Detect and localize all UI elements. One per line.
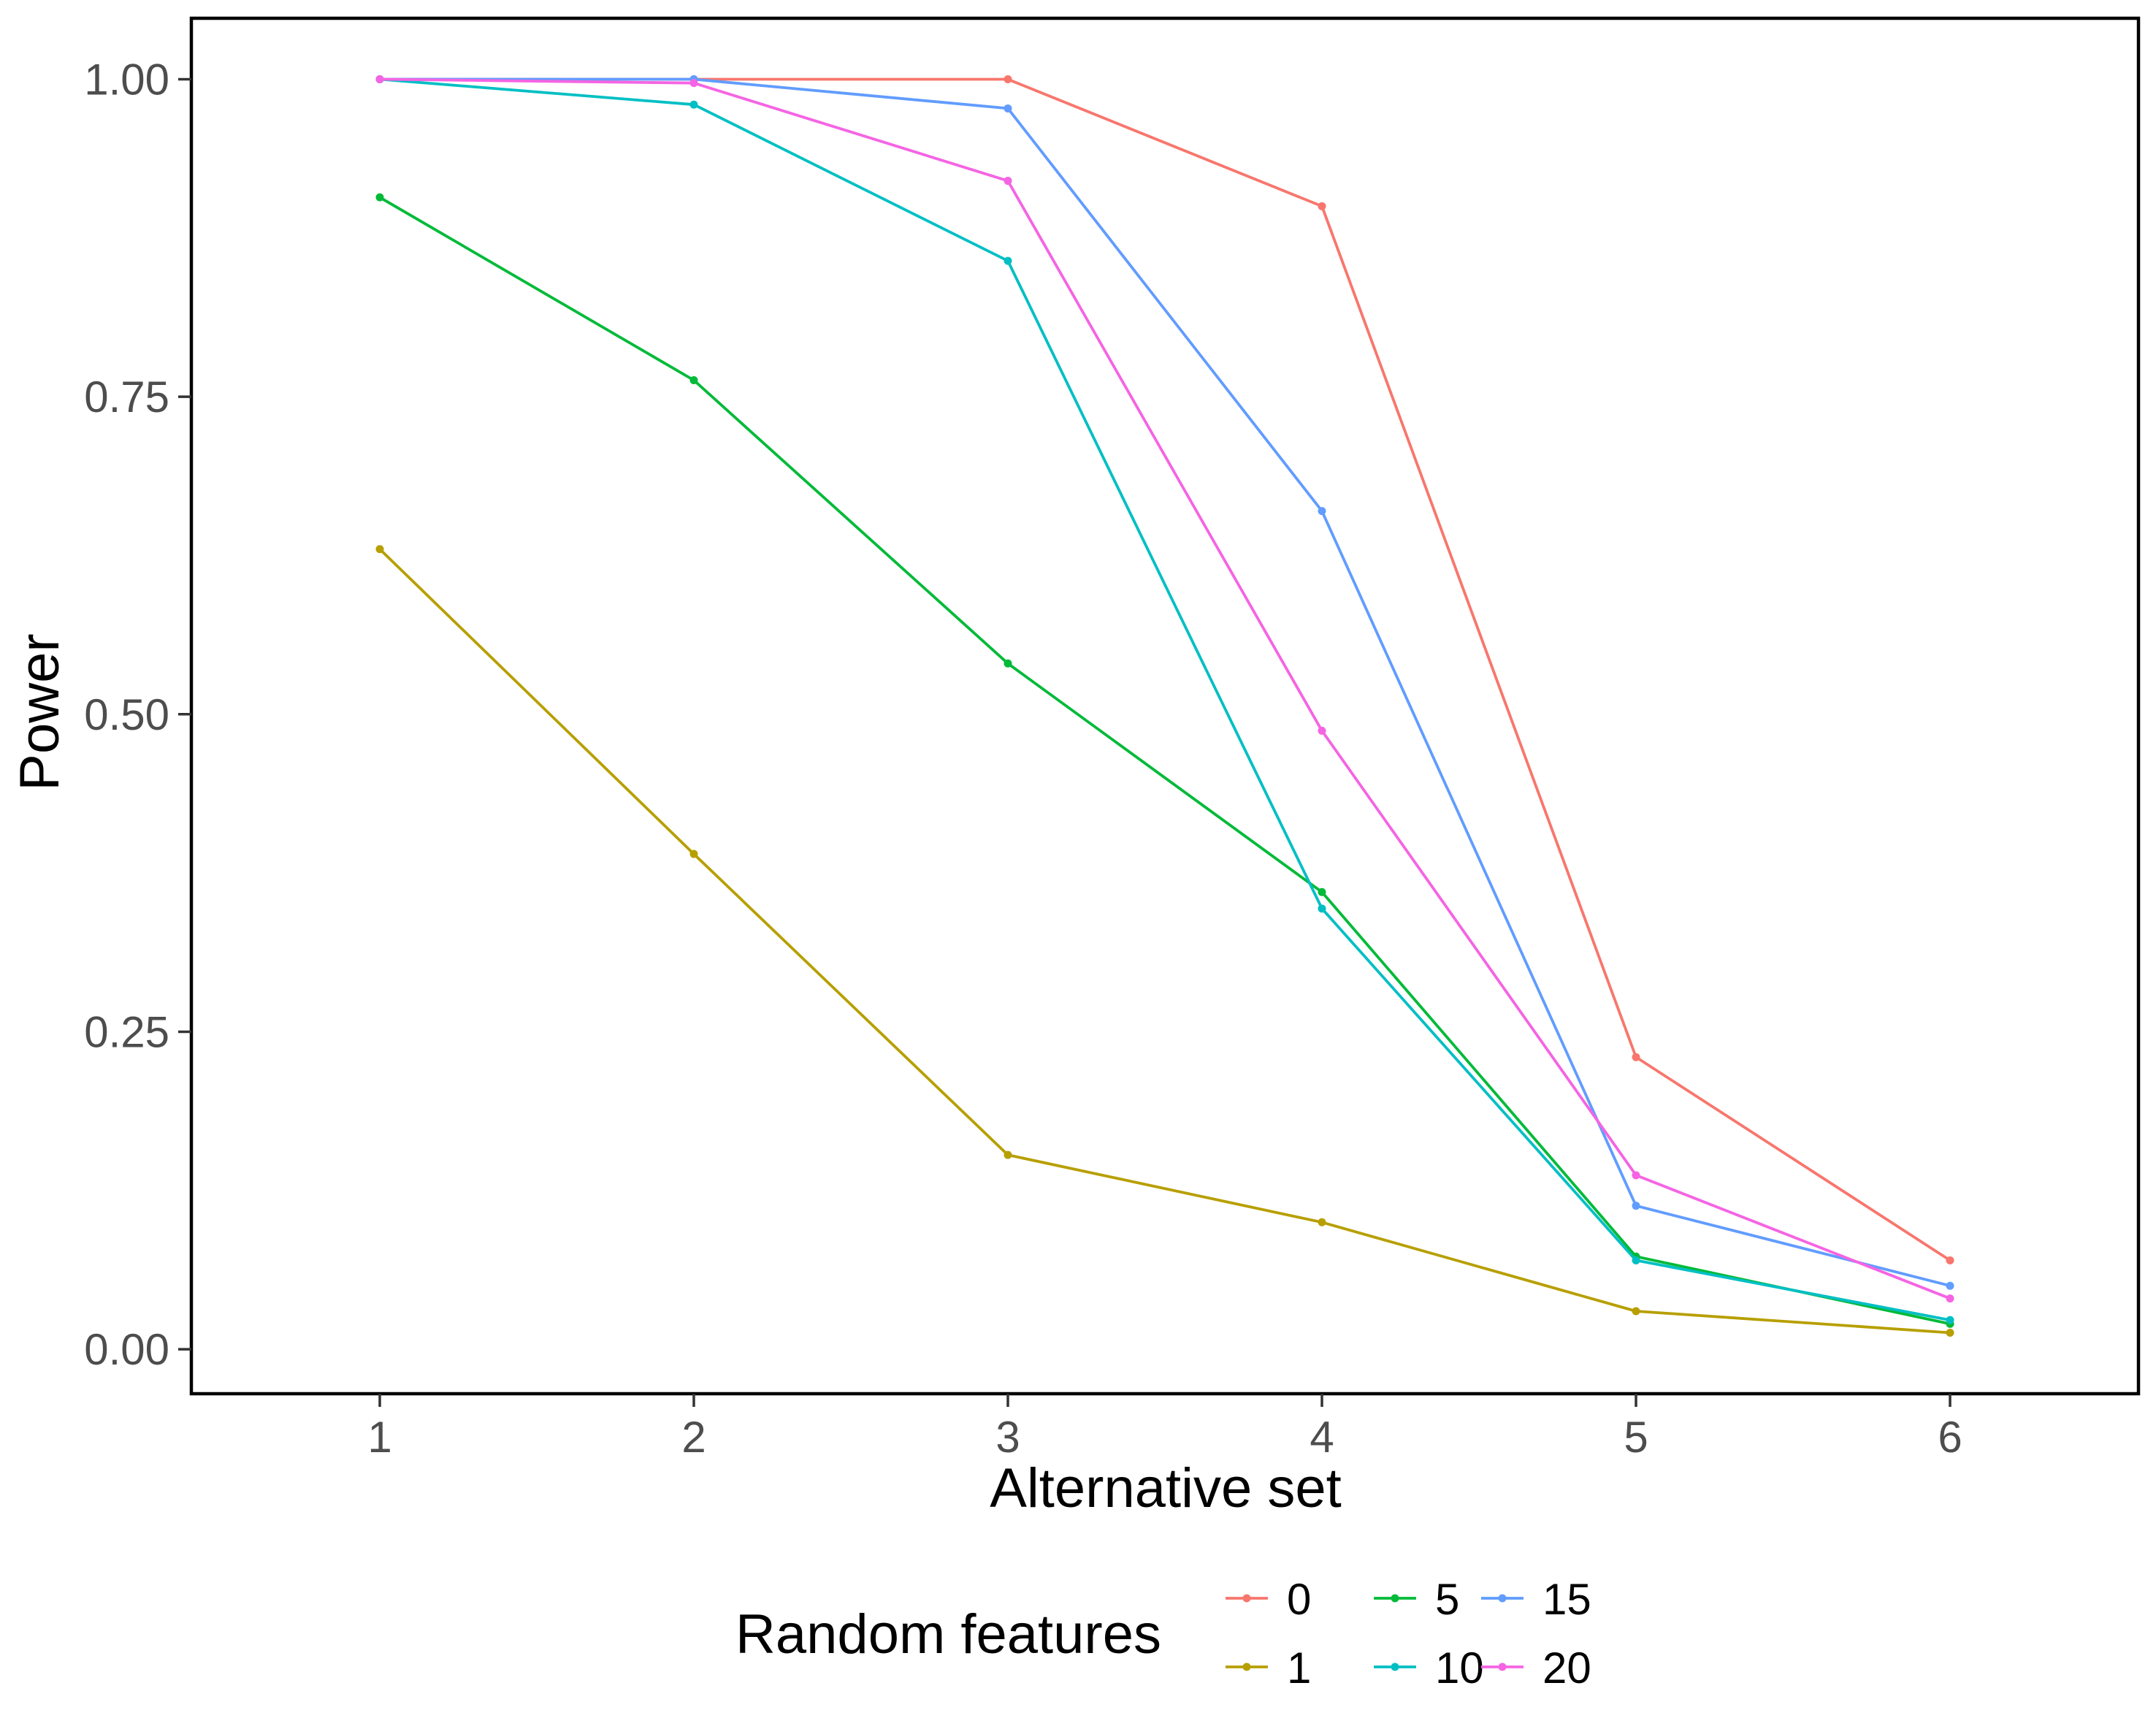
legend-key-point-0 (1242, 1594, 1251, 1603)
axis-layer: 1 2 3 4 5 6 0.00 0.25 0.50 0.75 1.00 (84, 55, 1962, 1462)
legend-label-0: 0 (1287, 1575, 1311, 1624)
legend-item-1: 1 (1226, 1644, 1311, 1692)
data-point-0-5 (1632, 1053, 1640, 1061)
data-point-15-5 (1632, 1202, 1640, 1210)
y-tick-label-0.75: 0.75 (84, 373, 169, 421)
y-tick-label-0.50: 0.50 (84, 690, 169, 739)
data-point-15-4 (1318, 507, 1326, 516)
series-line-1 (378, 548, 1951, 1335)
data-point-10-2 (689, 100, 698, 109)
data-point-20-5 (1632, 1171, 1640, 1180)
data-point-0-4 (1318, 202, 1326, 210)
data-point-0-6 (1946, 1256, 1954, 1264)
legend-label-10: 10 (1435, 1644, 1484, 1692)
x-tick-label-6: 6 (1938, 1413, 1962, 1462)
data-point-10-5 (1632, 1256, 1640, 1264)
x-tick-label-2: 2 (681, 1413, 706, 1462)
series-line-20 (379, 77, 1951, 1300)
x-axis-title: Alternative set (990, 1457, 1342, 1519)
legend-key-point-5 (1391, 1594, 1399, 1603)
data-point-0-3 (1004, 75, 1012, 83)
data-point-20-4 (1318, 726, 1326, 735)
data-point-1-5 (1632, 1307, 1640, 1316)
legend-key-point-1 (1242, 1663, 1251, 1671)
data-point-1-4 (1318, 1218, 1326, 1226)
data-point-5-3 (1004, 659, 1012, 668)
legend-item-0: 0 (1226, 1575, 1311, 1624)
data-point-5-2 (689, 376, 698, 385)
data-point-10-3 (1004, 256, 1012, 265)
legend-key-point-10 (1391, 1663, 1399, 1671)
legend-label-20: 20 (1543, 1644, 1591, 1692)
data-point-1-1 (375, 545, 384, 554)
x-tick-label-4: 4 (1310, 1413, 1334, 1462)
data-point-5-1 (375, 193, 384, 202)
series-layer (375, 75, 1954, 1337)
plot-border (189, 16, 2141, 1396)
data-point-20-1 (375, 75, 384, 83)
legend-key-point-20 (1498, 1663, 1507, 1671)
x-tick-label-5: 5 (1624, 1413, 1648, 1462)
data-point-15-6 (1946, 1281, 1954, 1290)
series-line-5 (379, 196, 1951, 1326)
legend-item-20: 20 (1481, 1644, 1591, 1692)
data-point-10-6 (1946, 1316, 1954, 1324)
legend-label-15: 15 (1543, 1575, 1591, 1624)
legend-label-1: 1 (1287, 1644, 1311, 1692)
data-point-1-2 (689, 850, 698, 858)
x-tick-label-3: 3 (995, 1413, 1020, 1462)
y-axis-title: Power (9, 633, 71, 790)
data-point-20-3 (1004, 177, 1012, 186)
x-tick-label-1: 1 (367, 1413, 391, 1462)
data-point-10-4 (1318, 904, 1326, 913)
legend-item-15: 15 (1481, 1575, 1591, 1624)
legend-key-point-15 (1498, 1594, 1507, 1603)
series-20 (375, 75, 1954, 1303)
series-line-15 (380, 77, 1951, 1288)
data-point-1-3 (1004, 1150, 1012, 1159)
data-point-5-4 (1318, 888, 1326, 896)
y-tick-label-1.00: 1.00 (84, 55, 169, 104)
legend-title: Random features (735, 1603, 1161, 1665)
y-tick-label-0.00: 0.00 (84, 1325, 169, 1374)
plot-panel (189, 16, 2141, 1396)
y-tick-label-0.25: 0.25 (84, 1007, 169, 1056)
legend-item-5: 5 (1374, 1575, 1459, 1624)
series-line-10 (379, 77, 1951, 1322)
legend-label-5: 5 (1435, 1575, 1459, 1624)
series-1 (375, 545, 1954, 1337)
data-point-20-2 (689, 79, 698, 88)
legend-item-10: 10 (1374, 1644, 1484, 1692)
data-point-1-6 (1946, 1329, 1954, 1337)
data-point-15-3 (1004, 104, 1012, 112)
data-point-20-6 (1946, 1294, 1954, 1303)
